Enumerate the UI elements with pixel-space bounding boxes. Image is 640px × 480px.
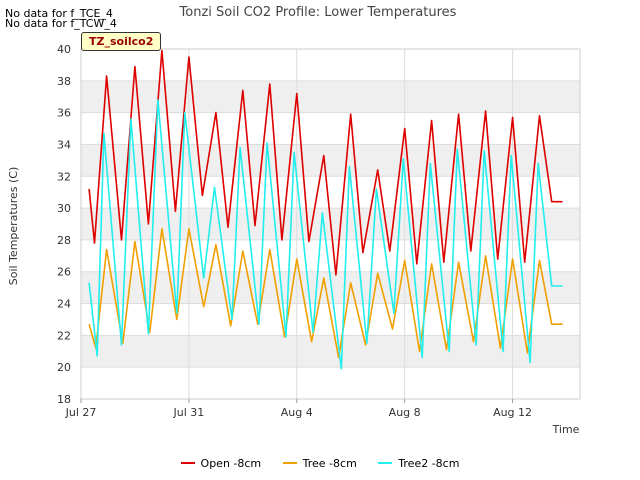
y-tick-label: 40 xyxy=(57,43,71,56)
legend-label-tree2: Tree2 -8cm xyxy=(398,456,460,470)
series-line-tree xyxy=(88,228,563,359)
y-tick-label: 34 xyxy=(57,138,71,151)
plot-frame xyxy=(80,48,581,400)
x-tick-label: Jul 27 xyxy=(65,406,97,419)
x-tick-label: Aug 8 xyxy=(389,406,421,419)
legend: Open -8cm Tree -8cm Tree2 -8cm xyxy=(0,454,640,470)
series-line-tree2 xyxy=(88,99,563,370)
chart-title: Tonzi Soil CO2 Profile: Lower Temperatur… xyxy=(179,5,457,20)
y-tick-label: 32 xyxy=(57,170,71,183)
y-tick-label: 24 xyxy=(57,298,71,311)
site-label-badge: TZ_soilco2 xyxy=(81,32,162,51)
x-axis-title: Time xyxy=(552,423,580,436)
series-line-open xyxy=(88,49,563,276)
y-tick-label: 20 xyxy=(57,361,71,374)
x-tick-label: Aug 12 xyxy=(493,406,532,419)
y-tick-label: 22 xyxy=(57,329,71,342)
legend-item-open[interactable]: Open -8cm xyxy=(180,456,262,470)
y-tick-label: 28 xyxy=(57,234,71,247)
x-axis-ticks: Jul 27 Jul 31 Aug 4 Aug 8 Aug 12 xyxy=(65,399,532,419)
y-tick-label: 36 xyxy=(57,107,71,120)
legend-item-tree2[interactable]: Tree2 -8cm xyxy=(378,457,459,470)
x-tick-label: Aug 4 xyxy=(281,406,313,419)
x-tick-label: Jul 31 xyxy=(173,406,205,419)
plot-band xyxy=(81,335,580,368)
y-tick-label: 26 xyxy=(57,266,71,279)
series-lines xyxy=(88,49,563,370)
plot-background-bands xyxy=(81,80,580,368)
y-axis-ticks: 18 20 22 24 26 28 30 32 34 36 38 40 xyxy=(57,43,71,406)
legend-swatch-open xyxy=(180,462,195,464)
no-data-message-tcw: No data for f_TCW_4 xyxy=(5,17,117,30)
legend-label-open: Open -8cm xyxy=(200,456,262,470)
y-axis-title: Soil Temperatures (C) xyxy=(7,167,20,286)
plot-band xyxy=(81,80,580,113)
y-tick-label: 18 xyxy=(57,393,71,406)
legend-item-tree[interactable]: Tree -8cm xyxy=(282,456,357,470)
y-tick-label: 30 xyxy=(57,202,71,215)
legend-swatch-tree2 xyxy=(378,462,393,464)
no-data-message-tce: No data for f_TCE_4 xyxy=(5,7,113,20)
legend-swatch-tree xyxy=(282,462,297,464)
legend-label-tree: Tree -8cm xyxy=(302,456,357,470)
y-tick-label: 38 xyxy=(57,75,71,88)
